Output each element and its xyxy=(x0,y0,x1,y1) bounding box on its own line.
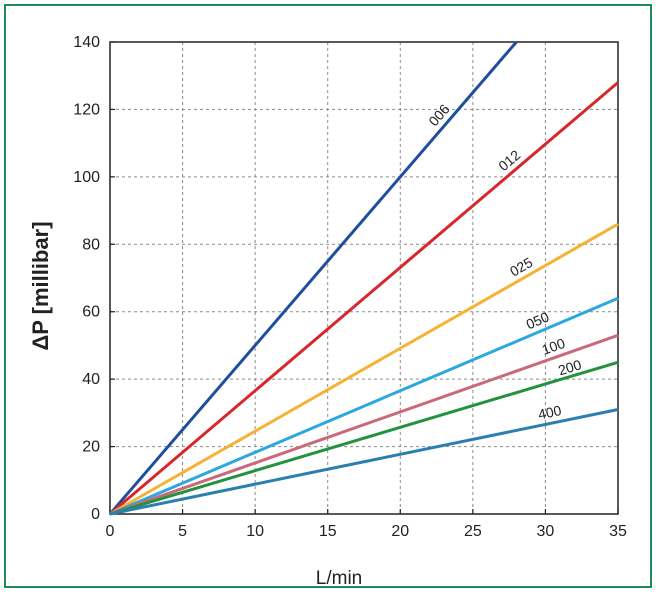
y-tick-label: 100 xyxy=(73,169,100,186)
y-tick-label: 80 xyxy=(82,236,100,253)
x-tick-label: 5 xyxy=(178,523,187,540)
y-tick-label: 140 xyxy=(73,34,100,51)
x-axis-label: L/min xyxy=(316,568,362,586)
series-line-050 xyxy=(109,296,619,516)
axes: 0 5 10 15 20 25 30 35 0 20 40 60 80 100 120 140 xyxy=(73,34,627,540)
series-label-100: 100 xyxy=(540,335,568,358)
y-axis-label: ΔP [millibar] xyxy=(28,221,53,350)
y-tick-label: 0 xyxy=(91,506,100,523)
grid xyxy=(110,42,618,514)
x-tick-label: 30 xyxy=(537,523,555,540)
series-label-025: 025 xyxy=(507,254,535,280)
series-label-200: 200 xyxy=(556,356,583,378)
y-tick-label: 20 xyxy=(82,439,100,456)
series-line-006 xyxy=(108,41,518,515)
series-line-200 xyxy=(109,360,619,516)
plot-border xyxy=(109,41,619,515)
x-tick-label: 20 xyxy=(391,523,409,540)
x-tick-label: 15 xyxy=(319,523,337,540)
x-tick-label: 0 xyxy=(106,523,115,540)
series-line-012 xyxy=(109,81,619,516)
chart-frame: 0 5 10 15 20 25 30 35 0 20 40 60 80 100 120 140 006 012 0… xyxy=(4,4,652,588)
y-tick-label: 40 xyxy=(82,371,100,388)
y-tick-label: 60 xyxy=(82,304,100,321)
series-line-100 xyxy=(109,333,619,516)
x-tick-label: 25 xyxy=(464,523,482,540)
y-tick-label: 120 xyxy=(73,101,100,118)
series-line-025 xyxy=(109,222,619,516)
series-label-400: 400 xyxy=(537,402,563,422)
series-label-006: 006 xyxy=(425,101,453,129)
series-label-012: 012 xyxy=(495,147,523,174)
x-tick-label: 35 xyxy=(609,523,627,540)
x-tick-label: 10 xyxy=(246,523,264,540)
series-lines xyxy=(108,41,619,516)
series-line-400 xyxy=(109,408,619,516)
